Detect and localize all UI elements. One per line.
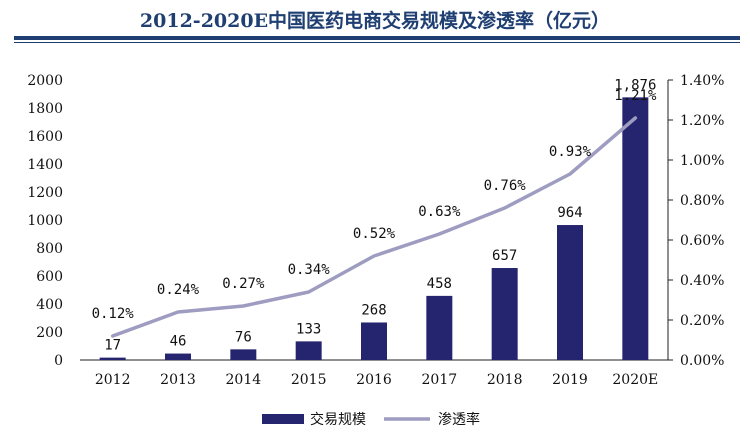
bar-value-label: 1,876 <box>614 77 656 93</box>
x-tick-label: 2014 <box>226 372 262 388</box>
legend-bar-swatch <box>262 414 304 424</box>
line-value-label: 0.34% <box>288 262 331 278</box>
bar-labels: 17 46 76 133 268 458 657 964 1,876 <box>104 77 656 353</box>
left-tick-label: 1400 <box>27 157 63 173</box>
bar <box>491 268 518 360</box>
bar <box>165 353 191 360</box>
bar <box>99 357 126 360</box>
left-tick-label: 1200 <box>27 185 63 201</box>
bar-value-label: 964 <box>557 205 582 221</box>
left-tick-label: 600 <box>36 269 63 285</box>
line-value-label: 0.76% <box>484 178 527 194</box>
right-tick-label: 0.40% <box>680 273 724 289</box>
right-tick-label: 0.60% <box>680 233 724 249</box>
bar <box>361 322 387 360</box>
x-tick-label: 2017 <box>422 372 458 388</box>
x-axis: 2012 2013 2014 2015 2016 2017 2018 2019 2020E <box>80 359 668 388</box>
bar <box>557 225 583 360</box>
right-tick-label: 0.00% <box>680 353 724 369</box>
x-tick-label: 2016 <box>356 372 392 388</box>
right-tick-label: 1.40% <box>680 73 724 89</box>
line-series <box>110 116 638 338</box>
line-labels: 0.12% 0.24% 0.27% 0.34% 0.52% 0.63% 0.76% 0.93%… <box>92 88 657 322</box>
line-value-label: 0.24% <box>157 282 200 298</box>
bar <box>295 341 322 360</box>
bar-value-label: 133 <box>296 321 321 337</box>
right-y-axis: 0.00% 0.20% 0.40% 0.60% 0.80% 1.00% 1.20% 1.40% <box>667 73 724 369</box>
title-underline <box>14 36 740 43</box>
bar-value-label: 76 <box>235 329 252 345</box>
line-value-label: 0.12% <box>92 306 135 322</box>
x-tick-label: 2015 <box>291 372 327 388</box>
right-tick-label: 1.20% <box>680 113 724 129</box>
x-tick-label: 2012 <box>95 372 131 388</box>
left-tick-label: 1800 <box>27 101 63 117</box>
line-value-label: 0.52% <box>353 226 396 242</box>
bar-value-label: 268 <box>361 302 386 318</box>
x-tick-label: 2018 <box>487 372 523 388</box>
right-tick-label: 0.80% <box>680 193 724 209</box>
legend-bar-label: 交易规模 <box>310 411 366 428</box>
right-tick-label: 0.20% <box>680 313 724 329</box>
x-tick-label: 2020E <box>612 372 658 388</box>
left-tick-label: 400 <box>36 297 63 313</box>
legend: 交易规模 渗透率 <box>262 411 480 428</box>
left-tick-label: 0 <box>54 353 63 369</box>
bar <box>230 349 257 360</box>
right-tick-label: 1.00% <box>680 153 724 169</box>
left-tick-label: 1600 <box>27 129 63 145</box>
left-y-axis: 0 200 400 600 800 1000 1200 1400 1600 1800 2000 <box>27 73 63 369</box>
left-tick-label: 1000 <box>27 213 63 229</box>
bar-series <box>99 97 649 361</box>
chart-title: 2012-2020E中国医药电商交易规模及渗透率（亿元） <box>139 10 611 32</box>
bar-value-label: 46 <box>170 334 187 350</box>
left-tick-label: 800 <box>36 241 63 257</box>
x-tick-label: 2019 <box>552 372 588 388</box>
bar <box>426 295 453 360</box>
x-tick-label: 2013 <box>160 372 196 388</box>
line-value-label: 0.63% <box>418 204 461 220</box>
left-tick-label: 200 <box>36 325 63 341</box>
bar-value-label: 17 <box>104 338 121 354</box>
line-value-label: 1.21% <box>614 88 657 104</box>
line-value-label: 0.27% <box>222 276 265 292</box>
bar-value-label: 458 <box>427 276 452 292</box>
line-value-label: 0.93% <box>549 144 592 160</box>
bar <box>622 97 649 361</box>
left-tick-label: 2000 <box>27 73 63 89</box>
legend-line-label: 渗透率 <box>438 411 480 428</box>
bar-value-label: 657 <box>492 248 517 264</box>
